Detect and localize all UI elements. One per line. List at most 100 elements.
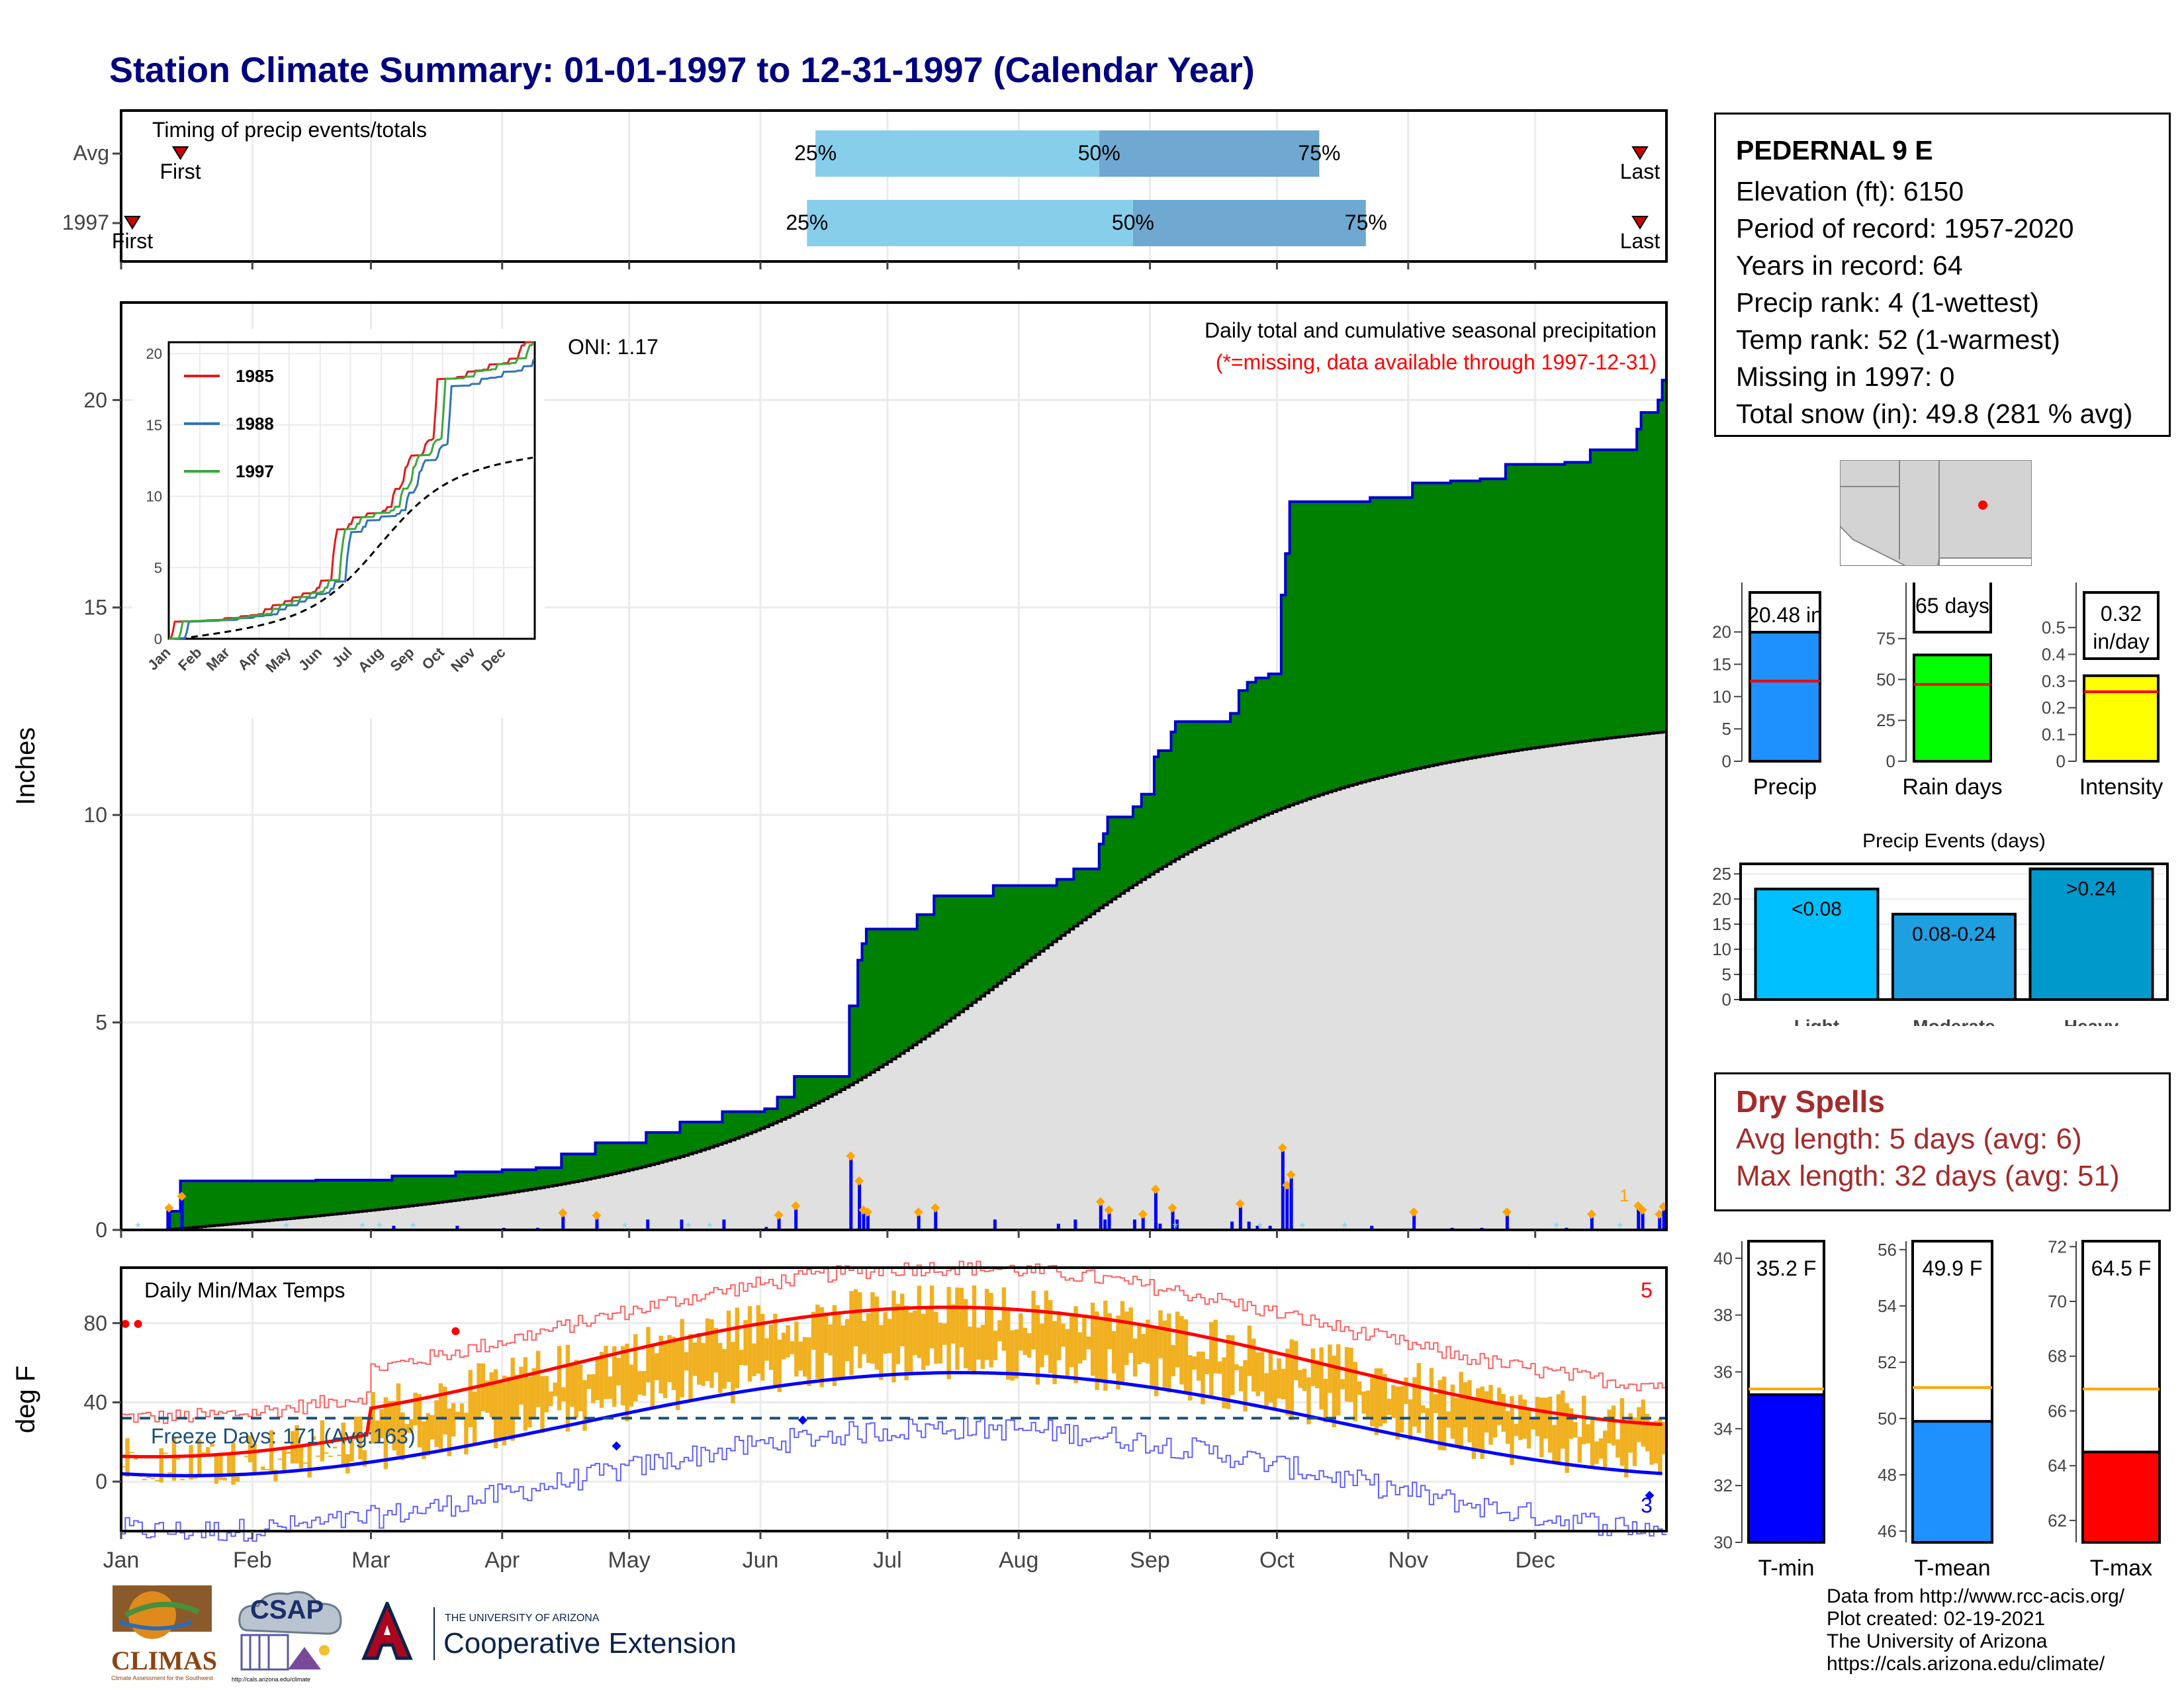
daily-temp-bar bbox=[493, 1369, 498, 1448]
daily-temp-bar bbox=[1561, 1390, 1565, 1449]
daily-temp-bar bbox=[1192, 1356, 1197, 1370]
daily-temp-bar bbox=[1573, 1422, 1578, 1438]
timing-pct-label: 25% bbox=[794, 141, 837, 165]
summary-tick-label: 0.2 bbox=[2042, 698, 2066, 718]
credit-plot-date: Plot created: 02-19-2021 bbox=[1827, 1608, 2046, 1630]
station-info-box: PEDERNAL 9 E Elevation (ft): 6150 Period… bbox=[1714, 113, 2171, 437]
daily-temp-bar bbox=[1505, 1411, 1510, 1444]
daily-temp-bar bbox=[819, 1307, 824, 1387]
daily-temp-bar bbox=[480, 1363, 486, 1411]
daily-temp-bar bbox=[1061, 1323, 1066, 1347]
temp-summary-tick-label: 56 bbox=[1878, 1240, 1897, 1260]
daily-temp-bar bbox=[1662, 1422, 1667, 1454]
daily-temp-bar bbox=[934, 1311, 938, 1364]
month-label: Sep bbox=[1130, 1548, 1170, 1573]
raindays-value-label: 65 days bbox=[1915, 594, 1989, 618]
daily-temp-bar bbox=[620, 1346, 625, 1405]
snow-marker bbox=[846, 1151, 856, 1161]
daily-temp-bar bbox=[1645, 1413, 1650, 1452]
trace-marker: * bbox=[359, 1219, 365, 1236]
daily-temp-bar bbox=[1162, 1320, 1167, 1388]
daily-temp-bar bbox=[248, 1435, 253, 1463]
daily-temp-bar bbox=[146, 1477, 151, 1479]
timing-pct-label: 75% bbox=[1298, 141, 1340, 165]
daily-temp-bar bbox=[523, 1357, 528, 1431]
first-event-marker bbox=[124, 216, 141, 230]
timing-quartile-high bbox=[1099, 130, 1320, 177]
daily-temp-bar bbox=[1437, 1380, 1442, 1450]
daily-precip-bar bbox=[1132, 1219, 1136, 1230]
daily-temp-bar bbox=[1006, 1307, 1011, 1380]
daily-temp-bar bbox=[531, 1368, 536, 1418]
daily-temp-bar bbox=[879, 1325, 884, 1380]
daily-temp-bar bbox=[510, 1358, 515, 1441]
daily-temp-bar bbox=[1175, 1311, 1180, 1368]
events-category: Light bbox=[1794, 1016, 1839, 1026]
daily-temp-bar bbox=[1111, 1331, 1116, 1374]
timing-pct-label: 50% bbox=[1112, 211, 1154, 234]
daily-temp-bar bbox=[150, 1477, 156, 1479]
record-high-marker bbox=[134, 1320, 142, 1328]
temp-summary-bar bbox=[1911, 1420, 1993, 1544]
daily-temp-bar bbox=[307, 1446, 312, 1478]
daily-temp-bar bbox=[777, 1339, 782, 1393]
daily-precip-bar bbox=[1281, 1150, 1285, 1230]
csap-text: CSAP bbox=[250, 1595, 324, 1624]
daily-temp-bar bbox=[688, 1334, 693, 1403]
summary-tick-label: 20 bbox=[1712, 622, 1731, 642]
daily-temp-bar bbox=[358, 1416, 363, 1460]
temp-summary-bar bbox=[1747, 1393, 1825, 1544]
events-border bbox=[1739, 863, 2169, 1001]
temp-summary-tick-label: 54 bbox=[1878, 1296, 1897, 1316]
daily-temp-bar bbox=[913, 1310, 917, 1356]
daily-temp-bar bbox=[1522, 1399, 1527, 1439]
daily-temp-bar bbox=[231, 1442, 236, 1485]
daily-temp-bar bbox=[747, 1306, 752, 1382]
daily-temp-bar bbox=[222, 1477, 227, 1481]
daily-precip-bar bbox=[1412, 1215, 1416, 1230]
daily-temp-bar bbox=[781, 1333, 786, 1360]
snow-marker bbox=[774, 1210, 784, 1220]
daily-temp-bar bbox=[1395, 1386, 1400, 1440]
max-daily-marker: 1 bbox=[1619, 1186, 1629, 1205]
daily-temp-bar bbox=[252, 1443, 257, 1474]
daily-temp-bar bbox=[1632, 1417, 1637, 1466]
trace-marker: * bbox=[622, 1219, 628, 1236]
precip-y-tick-label: 10 bbox=[83, 803, 107, 827]
summary-bars: 0 5 10 15 20 Precip 0 25 50 75 Rain days 0 0.1 0.2 0.3… bbox=[1712, 583, 2171, 800]
daily-temp-bar bbox=[328, 1455, 333, 1457]
climas-text: CLIMAS bbox=[111, 1646, 218, 1675]
daily-precip-bar bbox=[917, 1215, 921, 1230]
trace-marker: * bbox=[1300, 1219, 1306, 1236]
daily-temp-bar bbox=[155, 1479, 159, 1481]
temp-summary-tick-label: 48 bbox=[1878, 1465, 1897, 1485]
daily-temp-bar bbox=[1268, 1352, 1273, 1403]
daily-temp-bar bbox=[1471, 1399, 1477, 1460]
record-high-marker bbox=[121, 1320, 130, 1328]
daily-temp-bar bbox=[655, 1353, 659, 1381]
daily-temp-bar bbox=[1547, 1396, 1553, 1453]
daily-temp-bar bbox=[1285, 1348, 1290, 1415]
timing-quartile-low bbox=[807, 200, 1133, 246]
temp-summary-name: T-max bbox=[2090, 1556, 2152, 1581]
month-label: Apr bbox=[484, 1548, 520, 1573]
daily-temp-bar bbox=[404, 1424, 410, 1433]
events-bar bbox=[1754, 887, 1880, 1001]
timing-pct-label: 25% bbox=[786, 211, 828, 234]
daily-temp-bar bbox=[176, 1458, 181, 1460]
credit-url: https://cals.arizona.edu/climate/ bbox=[1827, 1653, 2105, 1675]
station-years: Years in record: 64 bbox=[1736, 250, 1963, 281]
daily-temp-bar bbox=[1298, 1370, 1302, 1388]
daily-temp-bar bbox=[591, 1374, 596, 1403]
ua-big-text: Cooperative Extension bbox=[443, 1627, 737, 1660]
daily-temp-bar bbox=[1429, 1368, 1434, 1444]
cumulative-precip-line bbox=[121, 379, 1666, 1231]
daily-temp-bar bbox=[1120, 1301, 1125, 1382]
timing-frame bbox=[120, 109, 1668, 263]
snow-marker bbox=[862, 1207, 872, 1217]
main-chart: Timing of precip events/totals Avg 25% 50% 7… bbox=[11, 109, 1668, 1573]
daily-precip-bar bbox=[646, 1219, 650, 1230]
daily-precip-bar bbox=[1662, 1209, 1666, 1230]
precip-y-axis-label: Inches bbox=[11, 727, 40, 806]
daily-precip-bar bbox=[1107, 1213, 1111, 1230]
